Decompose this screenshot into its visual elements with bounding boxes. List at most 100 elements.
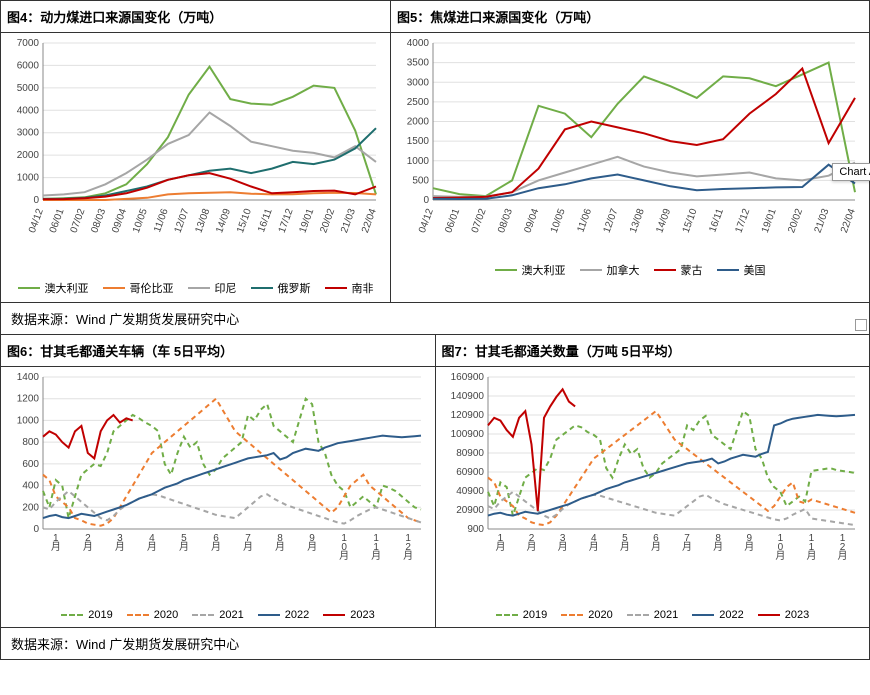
source-text-2: 数据来源：Wind 广发期货发展研究中心 — [5, 630, 865, 657]
svg-text:4月: 4月 — [147, 533, 157, 553]
legend-swatch-icon — [61, 614, 83, 616]
svg-text:15/10: 15/10 — [235, 207, 254, 235]
svg-text:13/08: 13/08 — [193, 207, 212, 235]
legend-item-美国: 美国 — [717, 262, 766, 278]
svg-text:120900: 120900 — [451, 410, 485, 421]
legend-label: 俄罗斯 — [278, 280, 311, 296]
svg-text:10/05: 10/05 — [549, 207, 568, 235]
svg-text:07/02: 07/02 — [470, 207, 489, 235]
legend-label: 2019 — [523, 609, 547, 621]
source-text-1: 数据来源：Wind 广发期货发展研究中心 — [5, 305, 865, 332]
chart4-body: 0100020003000400050006000700004/1206/010… — [5, 35, 386, 300]
chart7-body: 9002090040900609008090010090012090014090… — [440, 369, 865, 625]
svg-text:21/03: 21/03 — [813, 207, 832, 235]
legend-item-2020: 2020 — [127, 609, 178, 621]
svg-text:9月: 9月 — [307, 533, 317, 553]
cell-source-1: 数据来源：Wind 广发期货发展研究中心 — [1, 303, 869, 334]
legend-swatch-icon — [692, 614, 714, 616]
svg-text:0: 0 — [423, 195, 429, 206]
legend-swatch-icon — [561, 614, 583, 616]
legend-label: 蒙古 — [681, 262, 703, 278]
svg-text:3月: 3月 — [115, 533, 125, 553]
svg-text:06/01: 06/01 — [48, 207, 67, 235]
legend-label: 2021 — [654, 609, 678, 621]
legend-swatch-icon — [325, 287, 347, 289]
svg-text:9月: 9月 — [744, 533, 754, 553]
chart6-title: 图6：甘其毛都通关车辆（车 5日平均） — [5, 337, 431, 364]
svg-text:08/03: 08/03 — [496, 207, 515, 235]
chart-area-tooltip: Chart Area — [832, 163, 870, 181]
svg-text:8月: 8月 — [275, 533, 285, 553]
legend-item-2019: 2019 — [61, 609, 112, 621]
legend-swatch-icon — [758, 614, 780, 616]
legend-swatch-icon — [654, 269, 676, 271]
chart7-legend: 2019 2020 2021 2022 2023 — [440, 605, 865, 625]
chart4-title: 图4：动力煤进口来源国变化（万吨） — [5, 3, 386, 30]
legend-label: 2020 — [588, 609, 612, 621]
legend-label: 2023 — [785, 609, 809, 621]
chart6-body: 02004006008001000120014001月2月3月4月5月6月7月8… — [5, 369, 431, 625]
chart4-legend: 澳大利亚哥伦比亚印尼俄罗斯南非 — [5, 276, 386, 300]
svg-text:4月: 4月 — [589, 533, 599, 553]
legend-item-南非: 南非 — [325, 280, 374, 296]
legend-label: 2022 — [719, 609, 743, 621]
chart5-body: 0500100015002000250030003500400004/1206/… — [395, 35, 865, 282]
legend-label: 2020 — [154, 609, 178, 621]
legend-label: 2021 — [219, 609, 243, 621]
legend-item-2019: 2019 — [496, 609, 547, 621]
svg-text:04/12: 04/12 — [417, 207, 436, 235]
svg-text:900: 900 — [467, 524, 484, 535]
svg-text:11月: 11月 — [371, 533, 381, 562]
svg-text:600: 600 — [22, 459, 39, 470]
legend-swatch-icon — [127, 614, 149, 616]
cell-source-2: 数据来源：Wind 广发期货发展研究中心 — [1, 628, 869, 659]
svg-text:400: 400 — [22, 481, 39, 492]
chart5-legend: 澳大利亚加拿大蒙古美国 — [395, 258, 865, 282]
legend-swatch-icon — [103, 287, 125, 289]
svg-text:19/01: 19/01 — [297, 207, 316, 235]
cell-chart7: 9002090040900609008090010090012090014090… — [436, 367, 869, 627]
svg-text:15/10: 15/10 — [681, 207, 700, 235]
svg-text:5000: 5000 — [17, 83, 40, 94]
svg-text:09/04: 09/04 — [522, 207, 541, 235]
svg-text:11/06: 11/06 — [152, 207, 171, 234]
svg-text:10月: 10月 — [775, 533, 785, 562]
cell-chart4: 0100020003000400050006000700004/1206/010… — [1, 33, 391, 302]
legend-item-2023: 2023 — [323, 609, 374, 621]
svg-text:8月: 8月 — [713, 533, 723, 553]
legend-item-哥伦比亚: 哥伦比亚 — [103, 280, 174, 296]
svg-text:10/05: 10/05 — [131, 207, 150, 235]
svg-text:1000: 1000 — [17, 415, 40, 426]
chart6-legend: 2019 2020 2021 2022 2023 — [5, 605, 431, 625]
svg-text:12月: 12月 — [403, 533, 413, 562]
svg-text:40900: 40900 — [456, 486, 484, 497]
legend-label: 澳大利亚 — [522, 262, 566, 278]
svg-text:22/04: 22/04 — [360, 207, 379, 235]
cell-title-5: 图5：焦煤进口来源国变化（万吨） — [391, 1, 869, 32]
cell-title-7: 图7：甘其毛都通关数量（万吨 5日平均） — [436, 335, 870, 366]
svg-text:3500: 3500 — [407, 58, 430, 69]
svg-text:160900: 160900 — [451, 372, 485, 383]
legend-swatch-icon — [580, 269, 602, 271]
svg-text:07/02: 07/02 — [69, 207, 88, 235]
legend-item-2021: 2021 — [627, 609, 678, 621]
svg-text:60900: 60900 — [456, 467, 484, 478]
legend-item-2022: 2022 — [258, 609, 309, 621]
svg-text:14/09: 14/09 — [654, 207, 673, 235]
legend-label: 美国 — [744, 262, 766, 278]
legend-item-蒙古: 蒙古 — [654, 262, 703, 278]
svg-text:500: 500 — [412, 175, 429, 186]
svg-text:1500: 1500 — [407, 136, 430, 147]
svg-text:20900: 20900 — [456, 505, 484, 516]
svg-text:1000: 1000 — [17, 173, 40, 184]
svg-text:1200: 1200 — [17, 394, 40, 405]
legend-item-俄罗斯: 俄罗斯 — [251, 280, 311, 296]
svg-text:2月: 2月 — [527, 533, 537, 553]
svg-text:7月: 7月 — [243, 533, 253, 553]
svg-text:5月: 5月 — [179, 533, 189, 553]
svg-text:17/12: 17/12 — [733, 207, 752, 235]
svg-text:80900: 80900 — [456, 448, 484, 459]
svg-text:4000: 4000 — [407, 38, 430, 49]
legend-item-2023: 2023 — [758, 609, 809, 621]
svg-text:04/12: 04/12 — [27, 207, 46, 235]
